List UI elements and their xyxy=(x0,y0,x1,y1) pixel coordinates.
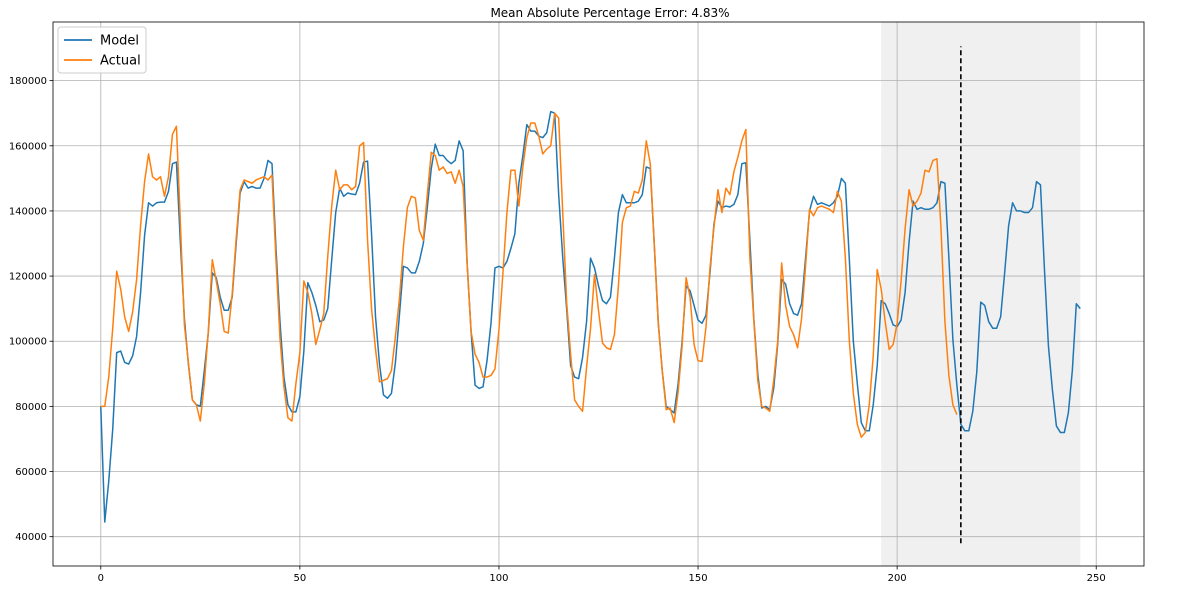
series-line-model xyxy=(100,110,1081,523)
legend-label-actual: Actual xyxy=(100,54,141,69)
x-tick-label: 0 xyxy=(98,573,104,584)
y-tick-label: 140000 xyxy=(9,206,47,217)
series-line-actual xyxy=(100,112,958,439)
y-tick-label: 160000 xyxy=(9,141,47,152)
y-tick-label: 180000 xyxy=(9,76,47,87)
x-tick-label: 100 xyxy=(489,573,508,584)
plot-area xyxy=(52,21,1145,567)
axes-frame xyxy=(52,21,1145,567)
grid-lines xyxy=(53,22,1144,566)
x-tick-label: 50 xyxy=(294,573,307,584)
x-tick-label: 200 xyxy=(888,573,907,584)
x-axis: 0 50 100 150 200 250 xyxy=(98,566,1106,584)
x-tick-label: 250 xyxy=(1087,573,1106,584)
legend-label-model: Model xyxy=(100,34,139,49)
forecast-region-shading xyxy=(881,22,1081,566)
y-tick-label: 80000 xyxy=(15,402,47,413)
y-axis: 40000 60000 80000 100000 120000 140000 160000 1… xyxy=(9,76,53,543)
x-tick-label: 150 xyxy=(688,573,707,584)
chart-title: Mean Absolute Percentage Error: 4.83% xyxy=(490,6,729,20)
y-tick-label: 100000 xyxy=(9,337,47,348)
series-lines xyxy=(100,110,1081,523)
y-tick-label: 40000 xyxy=(15,532,47,543)
legend: Model Actual xyxy=(57,26,147,74)
legend-box xyxy=(57,26,147,74)
y-tick-label: 120000 xyxy=(9,272,47,283)
y-tick-label: 60000 xyxy=(15,467,47,478)
